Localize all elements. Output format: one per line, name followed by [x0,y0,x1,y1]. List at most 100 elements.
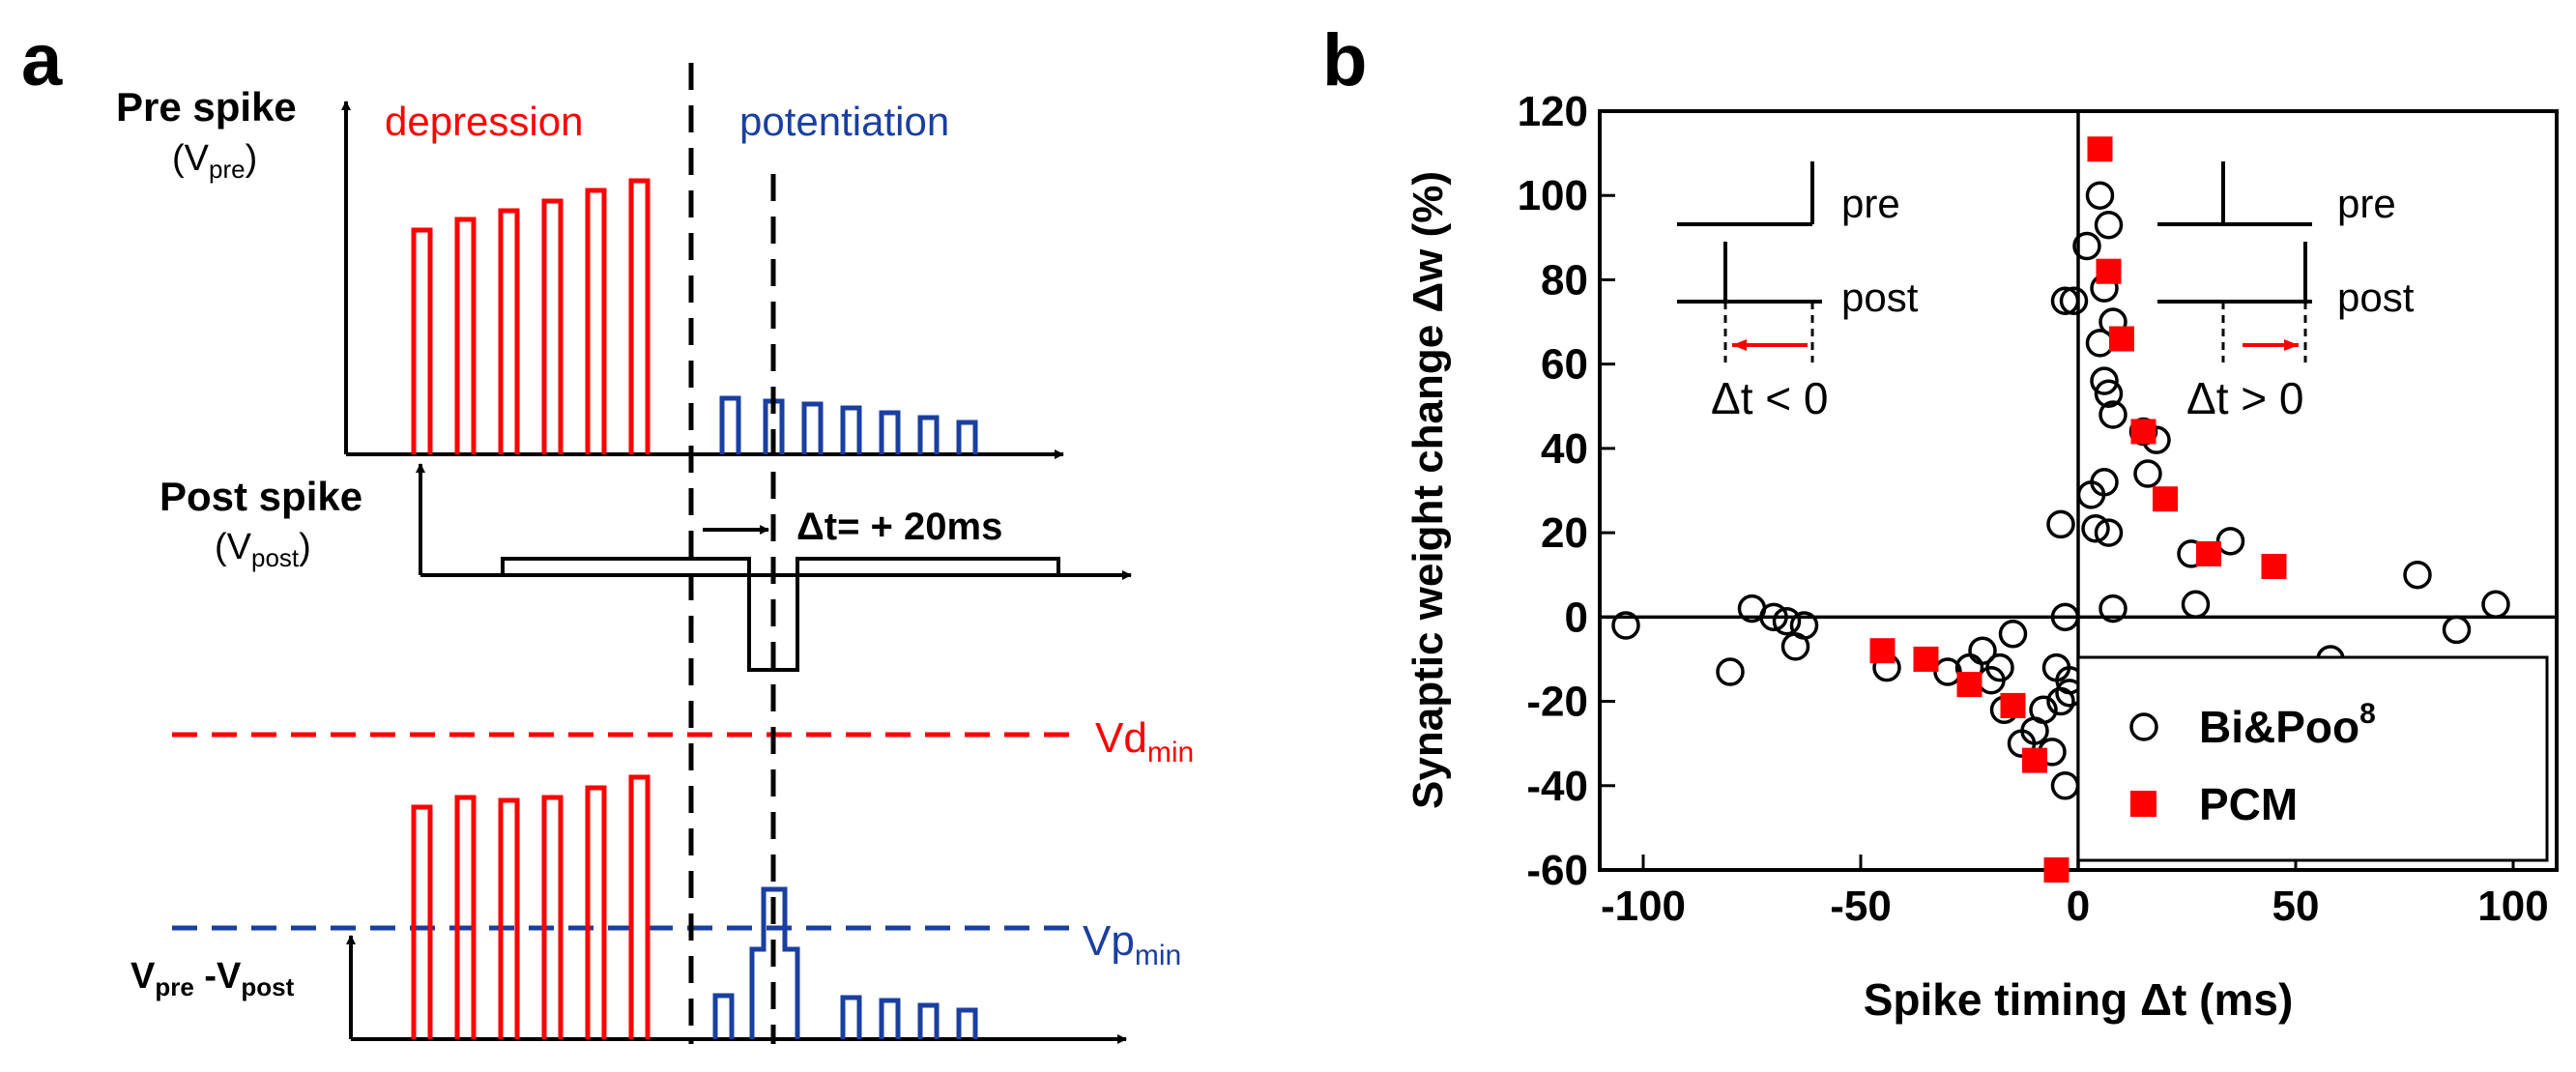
x-tick-label: -50 [1830,883,1892,930]
diff-depression-pulse-2 [454,795,477,1039]
y-tick-label: -40 [1526,763,1588,810]
inset-right: pre post Δt > 0 [2157,161,2415,423]
bipoo-point [2085,181,2115,210]
bipoo-point [2098,400,2127,429]
bipoo-point [2046,509,2075,539]
bipoo-point [2133,459,2162,488]
bipoo-point [2098,594,2127,623]
pre-depression-pulses [411,178,651,454]
bipoo-point [2094,379,2124,408]
diff-depression-pulses [411,774,651,1039]
diff-depression-pulse-3 [498,797,520,1039]
bipoo-point [2059,286,2089,315]
bipoo-point [1985,652,2014,682]
y-tick-label: 120 [1518,88,1588,135]
inset-right-pre-label: pre [2337,181,2396,226]
x-tick-label: 100 [2477,883,2548,930]
panel-b-label: b [1322,19,1367,101]
pre-potentiation-pulses [719,395,978,454]
bipoo-point [2081,514,2110,543]
pre-depression-pulse-3 [498,208,520,454]
diff-depression-pulse-5 [585,785,607,1039]
bipoo-point [1998,620,2028,649]
bipoo-point [2094,518,2124,547]
pre-depression-pulse-1 [411,227,433,454]
y-tick-label: 100 [1518,172,1588,219]
pre-potentiation-pulse-5 [879,410,901,454]
bipoo-point [2050,771,2080,800]
pcm-point [2087,136,2113,162]
legend-marker-pcm [2130,791,2156,817]
diff-depression-pulse-6 [628,774,651,1039]
bipoo-point [2181,590,2211,619]
inset-left-post-label: post [1841,275,1919,320]
bipoo-point [2090,366,2119,395]
panel-a-label: a [21,19,63,101]
y-tick-label: -20 [1526,679,1588,726]
potentiation-label: potentiation [739,99,949,144]
pcm-point [1869,638,1896,664]
diff-potentiation-pulse-3 [879,998,901,1039]
pcm-point [2130,419,2156,445]
bipoo-point [2442,615,2472,645]
legend: Bi&Poo8 PCM [2076,655,2549,862]
diff-depression-pulse-1 [411,804,433,1039]
pcm-point [2000,692,2026,718]
y-tick-label: 80 [1541,256,1588,304]
bipoo-point [1789,611,1819,640]
bipoo-point [2072,231,2101,261]
pre-spike-label: Pre spike [116,84,297,130]
diff-potentiation-pulse-5 [956,1007,978,1039]
legend-marker-bipoo [2129,712,2158,741]
pre-depression-pulse-6 [628,178,651,454]
diff-potentiation-pulse-peak [749,886,800,1039]
bipoo-point [2090,468,2119,497]
dt-label: Δt= + 20ms [796,506,1002,548]
pre-depression-pulse-5 [585,188,607,454]
vpre-minus-vpost-label: Vpre -Vpost [130,956,295,1001]
y-tick-label: -60 [1526,847,1588,894]
pcm-point [2261,554,2287,579]
bipoo-point [2403,560,2432,590]
legend-box [2076,655,2549,862]
bipoo-point [2050,602,2080,632]
bipoo-point [2050,286,2080,315]
y-tick-label: 40 [1541,425,1588,473]
pre-potentiation-pulse-3 [801,401,824,454]
pcm-point [2096,258,2122,284]
x-tick-label: 0 [2067,883,2090,930]
bipoo-point [1933,657,1962,686]
pre-depression-pulse-4 [541,198,564,454]
pcm-point [1913,646,1939,672]
pcm-point [2153,486,2178,512]
pre-potentiation-pulse-6 [917,415,940,454]
y-tick-label: 0 [1565,594,1588,641]
inset-left: pre post Δt < 0 [1677,161,1919,423]
y-tick-label: 20 [1541,509,1588,557]
x-tick-label: 50 [2272,883,2320,930]
legend-label-pcm: PCM [2199,779,2298,829]
panel-b: b -100 -50 0 50 100-60-40-20020406080100120 … [1322,19,2559,1025]
bipoo-point [1716,657,1745,686]
bipoo-point [1772,606,1802,636]
bipoo-point [2215,527,2245,556]
legend-label-bipoo: Bi&Poo8 [2199,698,2376,752]
inset-right-post-label: post [2337,275,2415,320]
pre-potentiation-pulse-4 [840,405,862,454]
bipoo-point [2094,211,2124,240]
bipoo-point [1759,602,1788,632]
pre-potentiation-pulse-7 [956,420,978,454]
pre-depression-pulse-2 [454,217,477,454]
vpost-label: (Vpost) [215,527,311,572]
bipoo-point [2481,590,2510,619]
diff-potentiation-pulses [712,886,978,1039]
post-spike-waveform [501,557,1060,672]
vd-min-label: Vdmin [1095,714,1194,768]
diff-potentiation-pulse-1 [712,993,735,1039]
pcm-point [2196,540,2221,566]
pcm-point [2043,857,2069,883]
depression-label: depression [385,99,583,144]
pcm-point [2022,747,2047,773]
y-tick-label: 60 [1541,341,1588,389]
